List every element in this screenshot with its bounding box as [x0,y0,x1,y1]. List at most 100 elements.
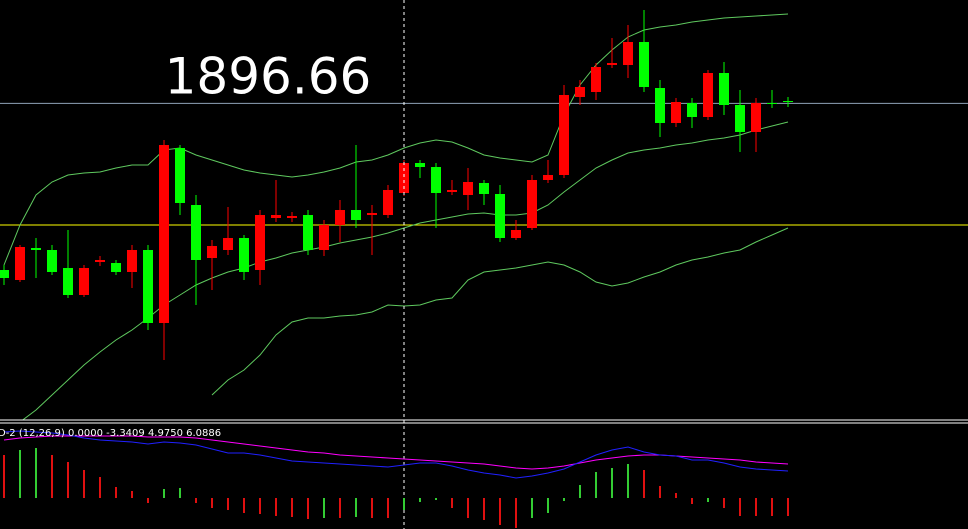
histogram-bar [723,498,725,508]
candle-body [31,248,41,250]
histogram-bar [307,498,309,519]
candle-body [367,213,377,215]
histogram-bar [3,455,5,498]
histogram-bar [131,491,133,498]
histogram-bar [323,498,325,518]
histogram-bar [627,464,629,498]
histogram-bar [435,498,437,500]
band-line [3,13,789,266]
candle-body [431,167,441,193]
candle-body [351,210,361,220]
candle-body [559,95,569,175]
histogram-bar [51,455,53,498]
histogram-bar [595,472,597,498]
candle-body [383,190,393,215]
histogram-bar [771,498,773,516]
histogram-bar [275,498,277,516]
candle-body [415,163,425,167]
candle-body [127,250,137,272]
candle-body [95,260,105,262]
histogram-bar [195,498,197,503]
histogram-bar [67,462,69,498]
histogram-bar [99,477,101,498]
candle-body [511,230,521,238]
histogram-bar [675,493,677,498]
histogram-bar [483,498,485,520]
candle-body [687,103,697,117]
histogram-bar [787,498,789,516]
candle-body [175,148,185,203]
histogram-bar [755,498,757,516]
candle-body [207,246,217,258]
histogram-bar [355,498,357,517]
price-label: 1896.66 [165,48,372,106]
price-panel [0,10,968,420]
candle-body [623,42,633,65]
histogram-bar [83,470,85,498]
candle-body [0,270,9,278]
histogram-bar [515,498,517,528]
histogram-bar [403,498,405,510]
histogram-bar [643,470,645,498]
candle-body [639,42,649,87]
candle-body [159,145,169,323]
candle-body [751,103,761,132]
candle-body [735,105,745,132]
histogram-bar [163,489,165,498]
candle-body [79,268,89,295]
candle-body [271,215,281,218]
histogram-bar [739,498,741,516]
macd-panel [3,430,789,528]
histogram-bar [339,498,341,518]
band-line [211,227,789,396]
macd-label: D-2 (12,26,9) 0.0000 -3.3409 4.9750 6.08… [0,428,221,439]
candle-body [703,73,713,117]
candle-body [63,268,73,295]
candle-body [287,216,297,218]
candle-body [111,263,121,272]
band-line [21,121,789,420]
histogram-bar [115,487,117,498]
histogram-bar [531,498,533,518]
candle-body [335,210,345,225]
candle-body [239,238,249,272]
histogram-bar [499,498,501,525]
candle-body [479,183,489,194]
candle-body [543,175,553,180]
histogram-bar [35,448,37,498]
histogram-bar [563,498,565,501]
candle-body [655,88,665,123]
histogram-bar [291,498,293,517]
histogram-bar [707,498,709,502]
candle-body [319,225,329,250]
histogram-bar [243,498,245,513]
histogram-bar [611,468,613,498]
histogram-bar [259,498,261,514]
candle-body [671,102,681,123]
macd-line [3,430,789,479]
candle-body [255,215,265,270]
candle-body [783,101,793,102]
candle-body [399,163,409,193]
candle-body [575,87,585,97]
candle-body [447,190,457,192]
candle-body [47,250,57,272]
candle-body [191,205,201,260]
candle-body [463,182,473,195]
candle-body [591,67,601,92]
histogram-bar [467,498,469,518]
candle-body [495,194,505,238]
histogram-bar [547,498,549,513]
candle-body [719,73,729,105]
histogram-bar [419,498,421,502]
candle-body [143,250,153,323]
candle-body [527,180,537,228]
histogram-bar [579,485,581,498]
histogram-bar [19,450,21,498]
histogram-bar [371,498,373,518]
histogram-bar [147,498,149,503]
histogram-bar [451,498,453,508]
histogram-bar [691,498,693,504]
